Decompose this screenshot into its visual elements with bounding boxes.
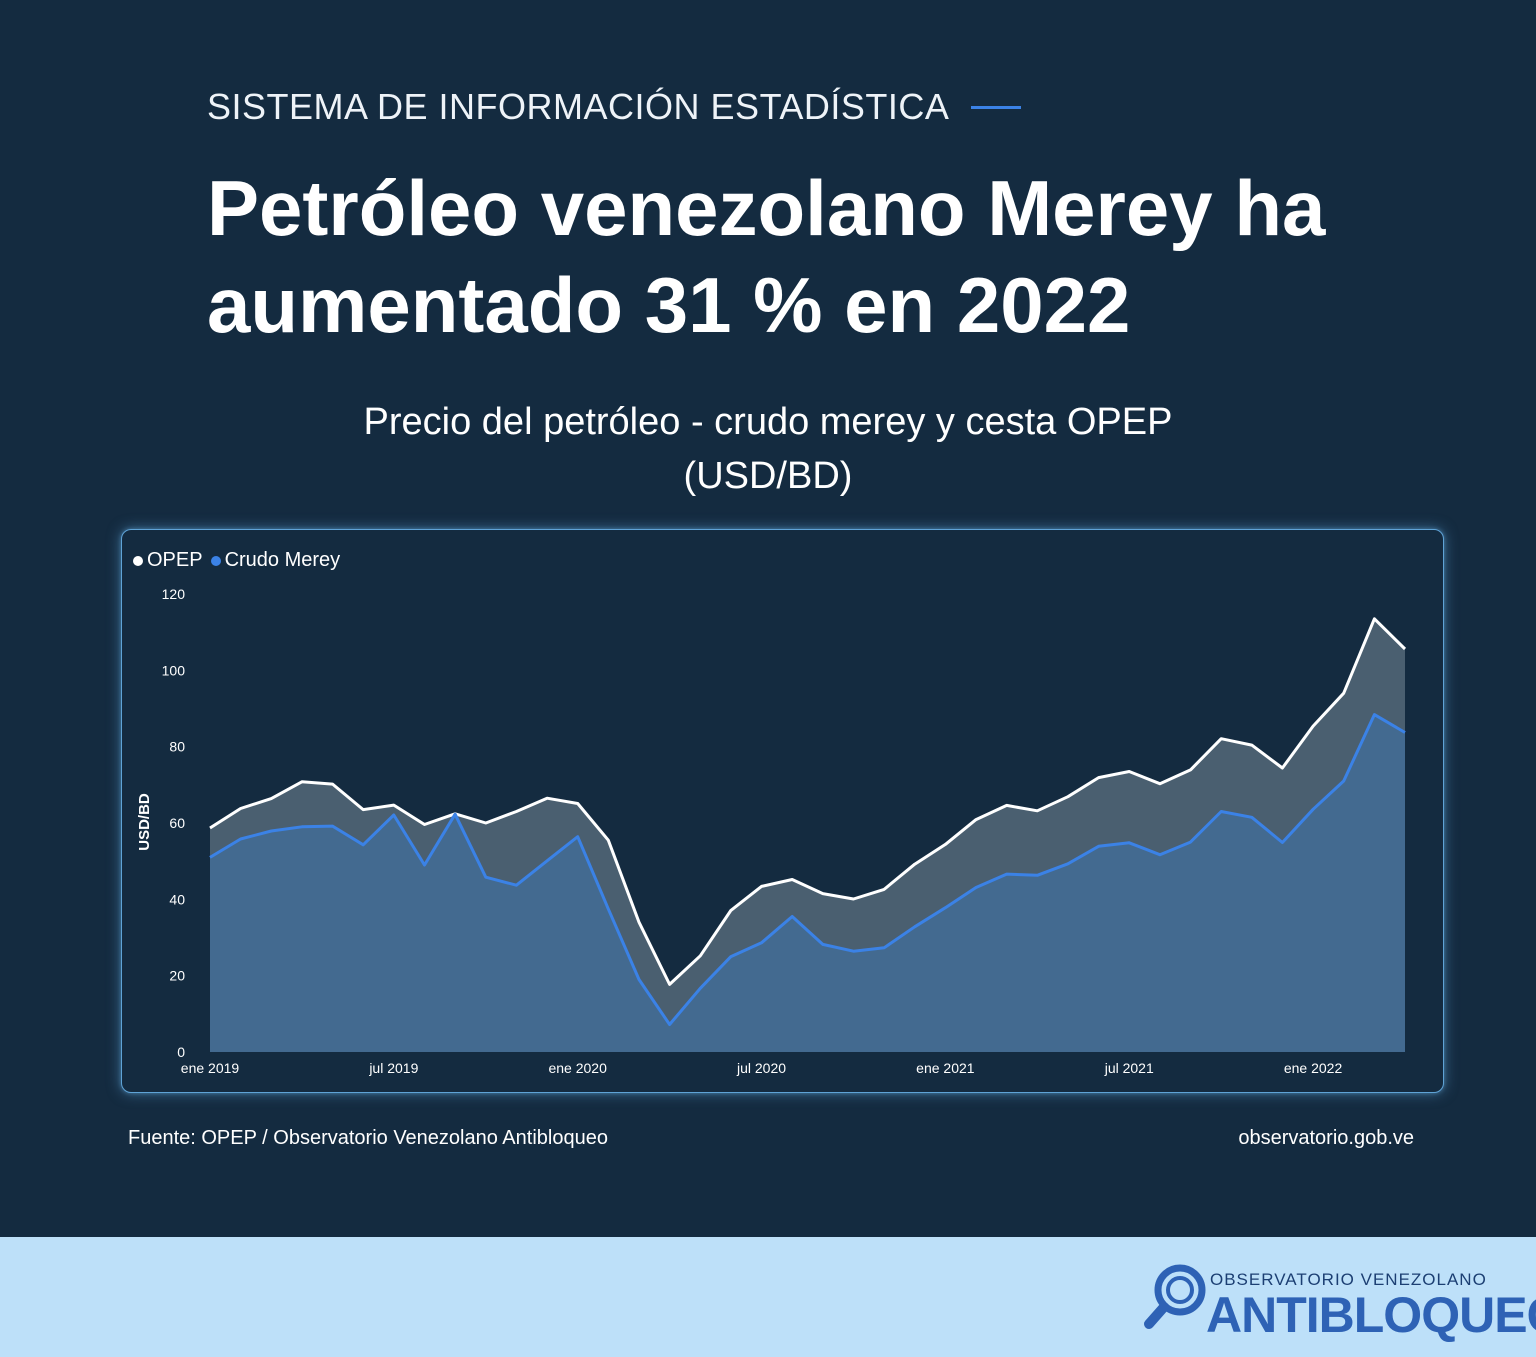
y-tick-label: 40 xyxy=(169,891,185,907)
footer-source: Fuente: OPEP / Observatorio Venezolano A… xyxy=(128,1127,608,1149)
brand-band xyxy=(0,1237,1536,1357)
x-tick-label: ene 2020 xyxy=(548,1060,607,1076)
kicker: SISTEMA DE INFORMACIÓN ESTADÍSTICA xyxy=(207,86,1022,128)
brand-main-text: ANTIBLOQUEO xyxy=(1206,1287,1536,1343)
chart-title-line1: Precio del petróleo - crudo merey y cest… xyxy=(363,401,1173,443)
y-tick-label: 60 xyxy=(169,815,185,831)
y-tick-label: 80 xyxy=(169,739,185,755)
brand-top-text: OBSERVATORIO VENEZOLANO xyxy=(1210,1270,1487,1289)
x-tick-label: ene 2022 xyxy=(1284,1060,1343,1076)
chart-legend: OPEP Crudo Merey xyxy=(133,549,348,572)
line-opep xyxy=(209,617,1407,986)
kicker-text: SISTEMA DE INFORMACIÓN ESTADÍSTICA xyxy=(207,86,950,127)
legend-label-merey: Crudo Merey xyxy=(224,549,341,571)
y-tick-label: 100 xyxy=(162,662,186,678)
legend-item-opep: OPEP xyxy=(133,549,203,572)
legend-label-opep: OPEP xyxy=(147,549,203,571)
legend-dot-merey xyxy=(210,555,221,566)
y-axis-label: USD/BD xyxy=(136,793,153,851)
y-tick-labels: 0 20 40 60 80 100 120 xyxy=(162,586,186,1060)
x-tick-label: ene 2021 xyxy=(916,1060,975,1076)
x-tick-label: ene 2019 xyxy=(181,1060,240,1076)
y-tick-label: 120 xyxy=(162,586,186,602)
x-tick-labels: ene 2019 jul 2019 ene 2020 jul 2020 ene 2021… xyxy=(181,1060,1343,1076)
x-tick-label: jul 2021 xyxy=(1104,1060,1154,1076)
legend-dot-opep xyxy=(133,555,143,566)
line-layer xyxy=(209,617,1407,1026)
footer-url: observatorio.gob.ve xyxy=(1238,1127,1414,1149)
x-tick-label: jul 2019 xyxy=(368,1060,418,1076)
magnifier-icon xyxy=(1144,1264,1206,1329)
y-tick-label: 20 xyxy=(169,968,185,984)
area-layer xyxy=(210,618,1405,1052)
chart-title: Precio del petróleo - crudo merey y cest… xyxy=(0,395,1536,503)
x-tick-label: jul 2020 xyxy=(736,1060,786,1076)
y-tick-label: 0 xyxy=(177,1044,185,1060)
legend-item-merey: Crudo Merey xyxy=(210,549,341,572)
area-merey xyxy=(210,714,1405,1052)
headline: Petróleo venezolano Merey ha aumentado 3… xyxy=(207,164,1326,349)
chart-title-line2: (USD/BD) xyxy=(683,455,853,497)
kicker-accent-line xyxy=(971,105,1022,109)
line-merey xyxy=(209,713,1406,1026)
